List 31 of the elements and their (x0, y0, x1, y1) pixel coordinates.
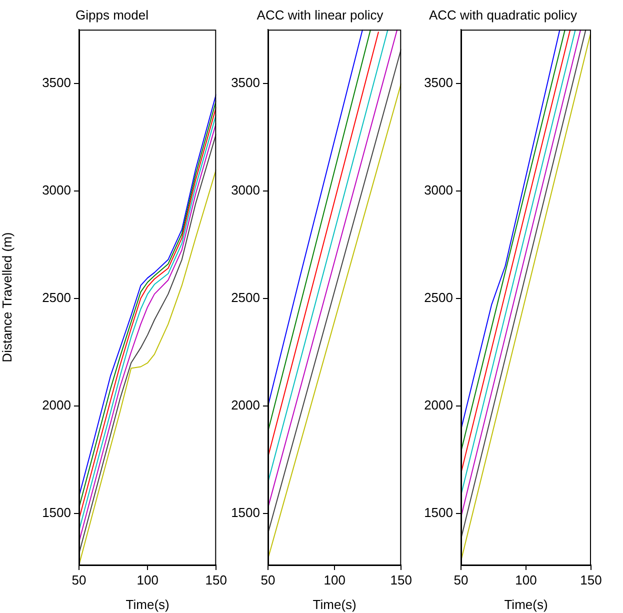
y-tick-label: 2000 (424, 397, 453, 412)
y-tick-label: 2000 (42, 397, 71, 412)
x-axis-title: Time(s) (312, 596, 356, 612)
y-tick-label: 1500 (42, 504, 71, 520)
x-tick-label: 100 (324, 572, 346, 588)
y-tick-label: 2500 (231, 290, 260, 305)
x-tick-label: 150 (205, 572, 228, 588)
x-tick-label: 150 (580, 572, 602, 588)
y-tick-label: 3000 (424, 182, 453, 198)
x-tick-label: 100 (136, 572, 158, 588)
x-tick-label: 50 (72, 572, 86, 588)
y-tick-label: 1500 (424, 504, 453, 520)
y-tick-label: 2000 (231, 397, 260, 412)
y-tick-label: 3500 (231, 74, 260, 90)
chart-title: Gipps model (76, 7, 149, 22)
y-tick-label: 3500 (42, 74, 71, 90)
x-tick-label: 150 (390, 572, 412, 588)
y-tick-label: 2500 (424, 290, 453, 305)
x-axis-title: Time(s) (504, 596, 548, 612)
chart-title: ACC with linear policy (256, 7, 384, 22)
x-axis-title: Time(s) (126, 596, 170, 612)
y-tick-label: 3000 (231, 182, 260, 198)
x-tick-label: 50 (454, 572, 468, 588)
y-tick-label: 3500 (424, 74, 453, 90)
chart-title: ACC with quadratic policy (428, 7, 578, 22)
y-tick-label: 2500 (42, 290, 71, 305)
x-tick-label: 50 (260, 572, 276, 588)
y-tick-label: 1500 (231, 504, 260, 520)
y-axis-title: Distance Travelled (m) (0, 232, 14, 362)
x-tick-label: 100 (515, 572, 537, 588)
y-tick-label: 3000 (42, 182, 71, 198)
